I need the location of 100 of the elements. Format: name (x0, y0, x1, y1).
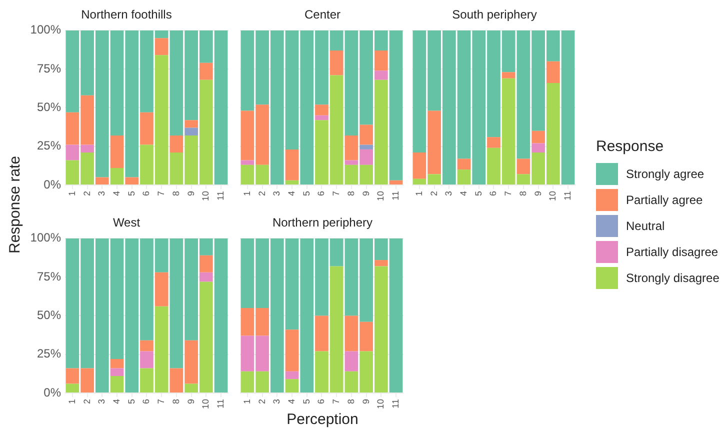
x-axis-title: Perception (286, 411, 360, 428)
x-tick-label: 8 (346, 191, 356, 196)
y-tick-label: 75% (36, 269, 62, 284)
x-tick-label: 4 (286, 191, 296, 196)
chart-title: South periphery (452, 8, 537, 22)
x-tick-label: 1 (242, 399, 252, 404)
bar (110, 136, 124, 168)
x-tick-label: 3 (96, 399, 107, 404)
x-tick-label: 6 (141, 191, 152, 196)
x-tick-label: 10 (376, 191, 386, 202)
x-tick-label: 4 (111, 191, 122, 196)
bar (546, 61, 560, 83)
bar (360, 144, 373, 150)
x-tick-label: 8 (518, 191, 528, 196)
bar (199, 272, 213, 282)
bar (374, 260, 388, 266)
bar (154, 38, 168, 56)
y-tick-label: 100% (30, 22, 62, 37)
legend-label: Partially agree (626, 193, 703, 207)
x-tick-label: 11 (216, 399, 226, 408)
y-tick-label: 25% (36, 138, 62, 153)
x-tick-label: 10 (200, 191, 211, 202)
chart-title: Northern periphery (272, 216, 373, 230)
y-tick-label: 100% (30, 230, 62, 245)
x-tick-label: 11 (390, 191, 401, 200)
x-tick-label: 2 (256, 399, 267, 404)
x-tick-label: 3 (272, 399, 282, 404)
x-tick-label: 4 (458, 191, 468, 196)
x-tick-label: 2 (82, 191, 92, 196)
bar (487, 137, 500, 148)
bar (240, 160, 254, 165)
bar (66, 384, 80, 392)
bar (457, 170, 471, 184)
bar (285, 379, 299, 392)
bar (110, 168, 124, 184)
bar (516, 158, 530, 174)
x-tick-label: 7 (331, 191, 342, 196)
x-tick-label: 6 (488, 191, 498, 196)
chart-title: Northern foothills (81, 8, 172, 22)
x-tick-label: 5 (301, 399, 312, 404)
x-tick-label: 8 (346, 399, 356, 404)
x-tick-label: 9 (532, 191, 543, 196)
bar (110, 368, 124, 376)
x-tick-label: 5 (301, 191, 312, 196)
bar (532, 143, 545, 153)
bar (285, 330, 299, 372)
y-tick-label: 50% (36, 100, 62, 114)
bar (285, 180, 299, 184)
x-tick-label: 1 (242, 191, 252, 196)
bar (374, 70, 388, 80)
x-tick-label: 1 (66, 191, 77, 196)
bar (140, 340, 154, 352)
bar (315, 104, 328, 116)
x-tick-label: 3 (444, 191, 454, 196)
x-tick-label: 11 (216, 191, 226, 200)
x-tick-label: 11 (562, 191, 573, 200)
bar (199, 62, 213, 80)
x-tick-label: 7 (503, 191, 514, 196)
x-tick-label: 9 (360, 191, 371, 196)
bar (184, 128, 198, 136)
bar (154, 272, 168, 306)
x-tick-label: 10 (548, 191, 558, 202)
legend-label: Neutral (626, 219, 665, 233)
bar (170, 136, 184, 153)
y-tick-label: 0% (44, 177, 62, 192)
y-tick-label: 50% (36, 308, 62, 322)
x-tick-label: 2 (256, 191, 267, 196)
x-tick-label: 4 (111, 399, 122, 404)
bar (374, 50, 388, 71)
x-tick-label: 1 (66, 399, 77, 404)
x-tick-label: 1 (414, 191, 424, 196)
x-tick-label: 3 (272, 191, 282, 196)
bar (532, 130, 545, 144)
x-tick-label: 8 (170, 191, 181, 196)
bar (502, 72, 516, 78)
x-tick-label: 6 (316, 191, 326, 196)
y-tick-label: 25% (36, 346, 62, 361)
x-tick-label: 10 (376, 399, 386, 410)
bar (344, 351, 358, 372)
legend-label: Partially disagree (626, 245, 718, 259)
bar (285, 149, 299, 180)
x-tick-label: 7 (156, 191, 166, 196)
x-tick-label: 7 (156, 399, 166, 404)
chart-title: West (112, 216, 141, 230)
bar (199, 255, 213, 272)
bar (125, 177, 139, 184)
x-tick-label: 11 (390, 399, 401, 408)
x-tick-label: 7 (331, 399, 342, 404)
y-axis-title: Response rate (6, 156, 24, 254)
bar (140, 112, 154, 145)
y-tick-label: 0% (44, 385, 62, 400)
chart-title: Center (304, 8, 341, 22)
y-tick-label: 75% (36, 61, 62, 76)
x-tick-label: 9 (186, 399, 196, 404)
bar (315, 316, 328, 352)
x-tick-label: 6 (141, 399, 152, 404)
bar (457, 158, 471, 170)
bar (184, 120, 198, 128)
bar (110, 376, 124, 392)
bar (95, 177, 109, 184)
